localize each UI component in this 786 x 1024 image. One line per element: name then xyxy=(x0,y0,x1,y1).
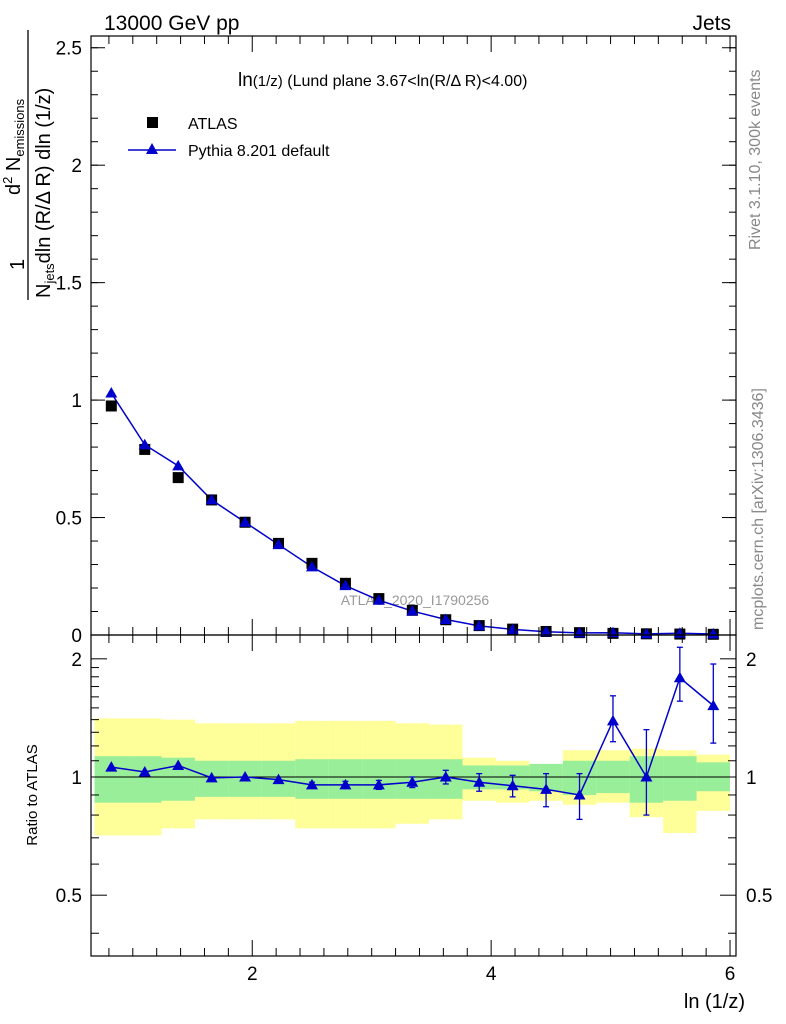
pythia-data-point xyxy=(540,625,553,637)
chart-title-main: ln xyxy=(238,70,253,91)
ratio-data-point xyxy=(439,771,452,782)
main-y-tick-label: 1 xyxy=(71,391,82,412)
pythia-data-point xyxy=(205,493,218,505)
ratio-data-point xyxy=(506,779,519,791)
ratio-data-point xyxy=(105,761,118,772)
ratio-y-tick-label-right: 0.5 xyxy=(746,886,772,907)
chart-title-sub: (1/z) xyxy=(253,73,283,90)
ylabel-denominator-text: Njetsdln (R/Δ R) dln (1/z) xyxy=(33,88,57,298)
ratio-data-point xyxy=(640,771,653,782)
ratio-data-point xyxy=(205,771,218,783)
ratio-x-axis: 2 4 6 xyxy=(108,635,736,985)
pythia-data-point xyxy=(339,579,352,591)
ratio-data-point xyxy=(172,759,185,770)
ratio-data-point xyxy=(272,773,285,785)
ylabel-prefix: 1 xyxy=(7,259,29,270)
x-tick-label: 6 xyxy=(725,964,736,985)
pythia-data-point xyxy=(372,594,385,605)
legend-atlas-label: ATLAS xyxy=(188,116,238,133)
main-y-tick-label: 2.5 xyxy=(56,39,82,60)
pythia-data-point xyxy=(640,627,653,639)
ratio-data-point xyxy=(606,714,619,726)
legend-pythia-label: Pythia 8.201 default xyxy=(188,143,330,160)
main-panel: ATLAS_2020_I1790256 00.511.522.5 ln(1/z)… xyxy=(0,30,737,647)
ratio-y-tick-label: 2 xyxy=(71,650,82,671)
ratio-marks xyxy=(105,646,720,821)
rivet-version-label: Rivet 3.1.10, 300k events xyxy=(747,69,764,250)
ratio-y-tick-label: 0.5 xyxy=(56,886,82,907)
pythia-data-point xyxy=(272,538,285,550)
x-axis-label: ln (1/z) xyxy=(684,991,745,1013)
main-y-axis: 0 0.5 1 1.5 2 2.5 xyxy=(56,39,736,647)
ratio-data-point xyxy=(540,783,553,794)
pythia-data-point xyxy=(473,619,486,631)
chart-title: ln(1/z) (Lund plane 3.67<ln(R/Δ R)<4.00) xyxy=(238,70,527,91)
pythia-data-point xyxy=(138,438,151,450)
mcplots-label: mcplots.cern.ch [arXiv:1306.3436] xyxy=(750,388,767,630)
ratio-y-axis-label: Ratio to ATLAS xyxy=(24,744,41,845)
ratio-panel: 0.5 0.5 1 1 2 2 2 4 6 Ratio to ATLAS ln (1/z) xyxy=(24,634,772,1013)
pythia-data-point xyxy=(506,623,519,634)
main-x-ticks xyxy=(108,36,731,635)
atlas-data-point xyxy=(172,472,184,484)
main-y-tick-label: 1.5 xyxy=(56,274,82,295)
x-tick-label: 4 xyxy=(486,964,497,985)
ylabel-numerator-text: d2 Nemissions xyxy=(0,98,27,195)
ratio-data-point xyxy=(339,778,352,790)
pythia-data-point xyxy=(406,605,419,616)
ratio-frame xyxy=(90,634,737,957)
pythia-data-point xyxy=(172,459,185,471)
ratio-data-point xyxy=(372,778,385,790)
pythia-data-point xyxy=(239,516,252,527)
ratio-data-point xyxy=(707,699,720,711)
ratio-data-point xyxy=(473,776,486,787)
pythia-data-point xyxy=(305,560,318,572)
pythia-data-point xyxy=(707,627,720,639)
ratio-y-tick-label: 1 xyxy=(71,768,82,789)
ratio-data-point xyxy=(406,776,419,787)
legend-pythia-marker xyxy=(146,143,158,154)
atlas-data-point xyxy=(105,400,117,412)
legend-atlas-marker xyxy=(147,117,158,128)
atlas-data-point xyxy=(139,443,151,455)
ratio-data-point xyxy=(239,771,252,782)
pythia-data-point xyxy=(439,613,452,624)
header-right-label: Jets xyxy=(692,12,731,35)
ratio-y-axis: 0.5 0.5 1 1 2 2 xyxy=(56,650,772,934)
ratio-data-point xyxy=(673,671,686,683)
main-y-tick-label: 0.5 xyxy=(56,509,82,530)
main-y-axis-label: 1 Njetsdln (R/Δ R) dln (1/z) d2 Nemissio… xyxy=(0,30,57,300)
ratio-y-tick-label-right: 2 xyxy=(746,650,757,671)
x-tick-label: 2 xyxy=(247,964,258,985)
ratio-data-point xyxy=(138,765,151,777)
ratio-y-tick-label-right: 1 xyxy=(746,768,757,789)
ratio-data-point xyxy=(305,778,318,790)
ratio-inner-band xyxy=(663,756,697,801)
header-left-label: 13000 GeV pp xyxy=(104,12,239,35)
pythia-data-point xyxy=(105,387,118,398)
ratio-data-point xyxy=(573,788,586,800)
main-y-tick-label: 0 xyxy=(71,626,82,647)
chart-title-rest: (Lund plane 3.67<ln(R/Δ R)<4.00) xyxy=(283,73,528,90)
main-y-tick-label: 2 xyxy=(71,156,82,177)
legend: ATLAS Pythia 8.201 default xyxy=(128,116,330,160)
ratio-inner-band xyxy=(128,756,162,803)
